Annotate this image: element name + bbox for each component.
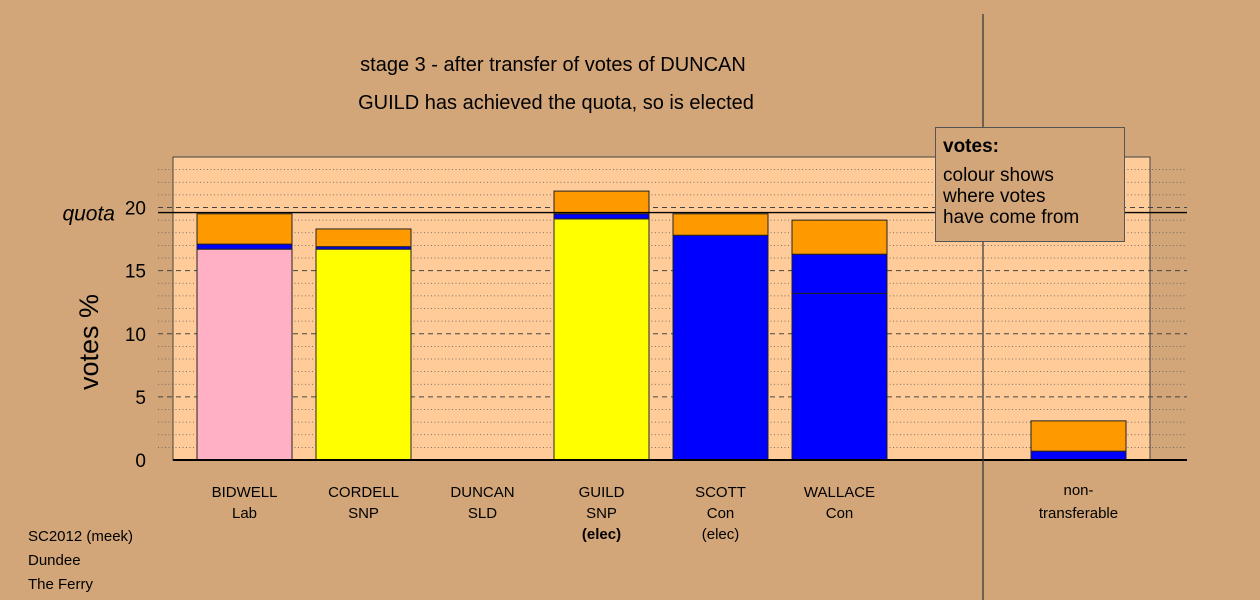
candidate-name: GUILD [579, 484, 625, 501]
footer-ward: The Ferry [28, 576, 94, 593]
bar-cordell-segment [315, 248, 412, 461]
bar-scott-segment [672, 234, 769, 461]
chart-subtitle: GUILD has achieved the quota, so is elec… [358, 92, 754, 114]
quota-label: quota [62, 203, 115, 226]
legend-line-1: colour shows [943, 165, 1054, 186]
y-tick-label: 0 [135, 451, 146, 472]
legend-title: votes: [943, 136, 999, 157]
legend-line-3: have come from [943, 207, 1080, 228]
bar-nontransferable-segment [1030, 420, 1127, 452]
chart-title: stage 3 - after transfer of votes of DUN… [360, 54, 746, 76]
candidate-name: DUNCAN [450, 484, 514, 501]
bar-wallace-segment [791, 219, 888, 255]
bar-cordell-segment [315, 228, 412, 248]
nontransferable-label: transferable [1039, 505, 1118, 522]
y-tick-label: 5 [135, 388, 146, 409]
y-axis-label: votes % [74, 294, 104, 390]
footer-council: Dundee [28, 552, 81, 569]
candidate-party: Con [826, 505, 854, 522]
candidate-name: SCOTT [695, 484, 746, 501]
legend: votes: colour shows where votes have com… [935, 127, 1125, 242]
bar-bidwell-segment [196, 213, 293, 245]
candidate-party: SLD [468, 505, 497, 522]
candidate-party: Con [707, 505, 735, 522]
y-tick-label: 20 [125, 199, 146, 220]
bar-wallace-segment [791, 253, 888, 294]
footer-election: SC2012 (meek) [28, 528, 134, 545]
candidate-name: CORDELL [328, 484, 399, 501]
y-tick-label: 15 [125, 262, 146, 283]
candidate-party: Lab [232, 505, 257, 522]
bar-guild-segment [553, 190, 650, 215]
candidate-party: SNP [348, 505, 379, 522]
bar-nontransferable-segment [1030, 450, 1127, 461]
bar-guild-segment [553, 218, 650, 461]
bar-guild-segment [553, 213, 650, 220]
candidate-party: SNP [586, 505, 617, 522]
legend-line-2: where votes [943, 186, 1046, 207]
nontransferable-label: non- [1063, 482, 1093, 499]
y-tick-label: 10 [125, 325, 146, 346]
candidate-name: WALLACE [804, 484, 875, 501]
bar-scott-segment [672, 213, 769, 236]
candidate-name: BIDWELL [212, 484, 278, 501]
candidate-status: (elec) [702, 526, 740, 543]
candidate-status: (elec) [582, 526, 621, 543]
bar-wallace-segment [791, 292, 888, 461]
bar-bidwell-segment [196, 243, 293, 250]
bar-bidwell-segment [196, 248, 293, 461]
